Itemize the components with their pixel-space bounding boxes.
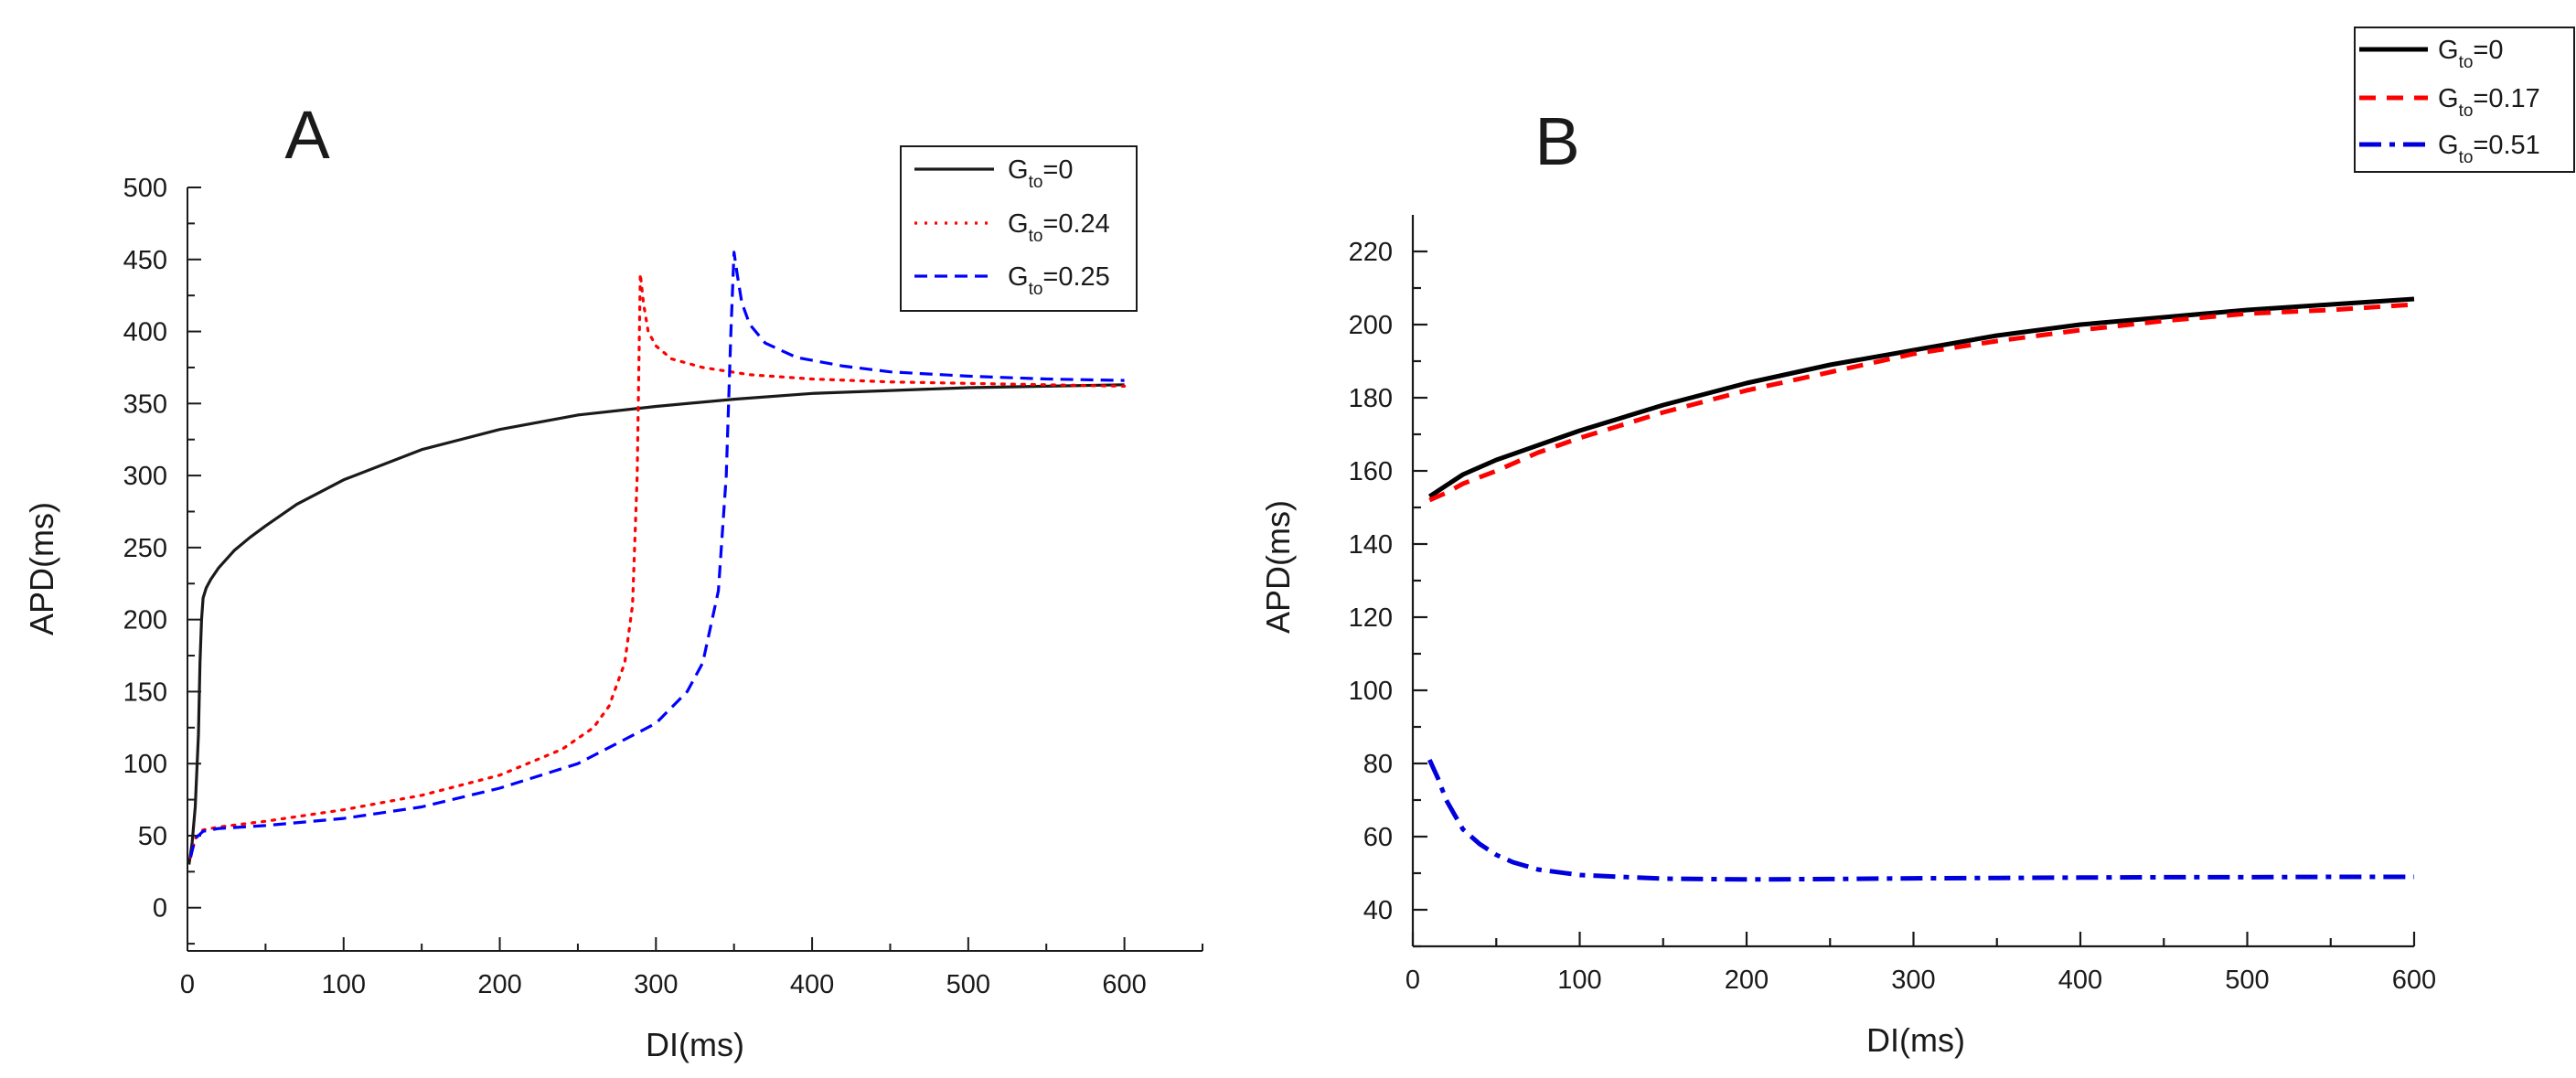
panel-b-y-tick-label: 80 [1363, 750, 1393, 779]
legend-label-subscript: to [1029, 173, 1043, 192]
panel-a-x-tick-label: 100 [322, 970, 366, 999]
legend-label-main: G [1008, 262, 1029, 292]
legend-label-value: =0 [1042, 155, 1073, 185]
panel-b-series-0-line [1427, 296, 2415, 499]
panel-a-legend-box [900, 145, 1138, 312]
legend-label-value: =0.51 [2473, 131, 2539, 160]
panel-b-y-tick-label: 140 [1349, 530, 1393, 560]
panel-a-y-tick-label: 300 [123, 462, 167, 491]
panel-b-legend-label-0: Gto=0 [2438, 36, 2504, 72]
panel-a-x-tick-label: 400 [790, 970, 834, 999]
panel-a-y-tick-label: 200 [123, 606, 167, 635]
panel-b-y-tick-label: 40 [1363, 896, 1393, 925]
panel-b-y-tick-label: 180 [1349, 384, 1393, 413]
legend-label-value: =0 [2473, 36, 2503, 65]
panel-a-y-axis-title: APD(ms) [23, 502, 60, 635]
legend-label-subscript: to [2459, 148, 2474, 167]
legend-label-main: G [2438, 131, 2459, 160]
panel-a-series-1-line [188, 272, 1127, 859]
legend-label-value: =0.17 [2473, 84, 2539, 113]
panel-a-x-tick-label: 600 [1102, 970, 1146, 999]
panel-a-y-tick-label: 150 [123, 678, 167, 707]
panel-a-y-tick-label: 350 [123, 390, 167, 419]
panel-b-x-tick-label: 0 [1406, 966, 1420, 995]
legend-label-subscript: to [2459, 53, 2474, 72]
legend-label-subscript: to [1029, 280, 1043, 299]
panel-a-series-2-line [188, 251, 1125, 858]
panel-a-legend-label-2: Gto=0.25 [1008, 262, 1110, 299]
panel-b-series-1-line [1428, 302, 2415, 503]
panel-a-series-0-line [187, 383, 1125, 865]
panel-a-x-axis-title: DI(ms) [646, 1026, 744, 1063]
legend-label-main: G [1008, 155, 1029, 185]
panel-a-y-tick-label: 100 [123, 750, 167, 779]
panel-b-x-tick-label: 100 [1557, 966, 1601, 995]
legend-label-main: G [2438, 84, 2459, 113]
panel-a-y-tick-label: 500 [123, 174, 167, 203]
panel-b-x-axis-title: DI(ms) [1866, 1021, 1965, 1059]
panel-b-legend-label-1: Gto=0.17 [2438, 84, 2540, 121]
legend-label-main: G [1008, 209, 1029, 239]
panel-a-y-tick-label: 250 [123, 534, 167, 563]
legend-label-subscript: to [2459, 101, 2474, 121]
panel-a-y-tick-label: 50 [138, 822, 167, 851]
legend-label-value: =0.25 [1042, 262, 1109, 292]
panel-a-legend-label-0: Gto=0 [1008, 155, 1074, 192]
panel-b-x-tick-label: 500 [2225, 966, 2269, 995]
legend-label-value: =0.24 [1042, 209, 1109, 239]
panel-b-legend-label-2: Gto=0.51 [2438, 131, 2540, 167]
panel-b-x-tick-label: 600 [2392, 966, 2436, 995]
legend-label-main: G [2438, 36, 2459, 65]
panel-a-x-tick-label: 300 [634, 970, 678, 999]
panel-b-series-2-line [1427, 758, 2414, 882]
panel-b-y-tick-label: 120 [1349, 603, 1393, 633]
panel-b-y-tick-label: 60 [1363, 823, 1393, 852]
panel-a-y-tick-label: 400 [123, 318, 167, 347]
panel-b-y-tick-label: 160 [1349, 457, 1393, 486]
panel-a-label: A [284, 97, 330, 173]
panel-a-x-tick-label: 500 [946, 970, 990, 999]
panel-b-x-tick-label: 300 [1891, 966, 1935, 995]
panel-b-y-tick-label: 220 [1349, 238, 1393, 267]
panel-b-y-axis-title: APD(ms) [1259, 500, 1297, 634]
panel-a-legend-label-1: Gto=0.24 [1008, 209, 1110, 246]
panel-a-x-tick-label: 0 [180, 970, 195, 999]
panel-a-y-tick-label: 0 [153, 894, 167, 923]
panel-b-x-tick-label: 200 [1725, 966, 1769, 995]
panel-a-x-tick-label: 200 [477, 970, 521, 999]
panel-b-y-tick-label: 100 [1349, 677, 1393, 706]
legend-label-subscript: to [1029, 227, 1043, 246]
panel-b-x-tick-label: 400 [2058, 966, 2102, 995]
panel-a-y-tick-label: 450 [123, 246, 167, 275]
panel-b-y-tick-label: 200 [1349, 311, 1393, 340]
panel-b-label: B [1534, 103, 1579, 179]
